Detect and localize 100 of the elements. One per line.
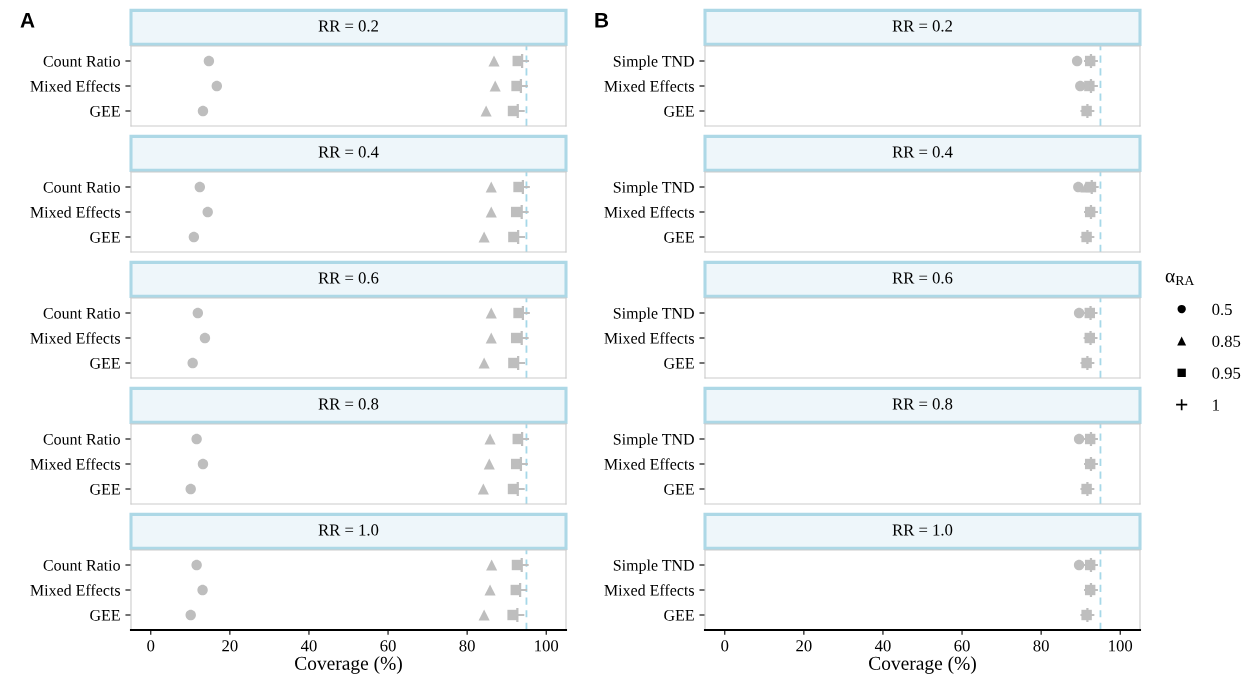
y-tick-label: Simple TND (613, 55, 694, 70)
y-tick-label: Mixed Effects (604, 80, 694, 92)
text: 0.95 (1212, 367, 1241, 379)
point (185, 609, 196, 621)
legend-title: α$_{RA}$ (1165, 273, 1195, 285)
point (1082, 556, 1100, 574)
y-tick-label: GEE (664, 609, 694, 621)
x-tick-label: 20 (222, 640, 238, 652)
x-tick-label: 100 (1109, 640, 1133, 652)
point (489, 80, 501, 92)
chart-title: RR = 0.6 (318, 272, 379, 284)
point (1073, 559, 1085, 571)
point (1079, 606, 1096, 624)
chart-title: RR = 1.0 (318, 524, 379, 536)
point (192, 307, 204, 319)
point (211, 80, 223, 92)
x-tick-label: 80 (459, 640, 475, 652)
x-axis-title: Coverage (%) (295, 656, 402, 674)
y-tick-label: Count Ratio (43, 307, 120, 319)
point (191, 433, 202, 445)
x-tick-label: 20 (796, 640, 812, 652)
point (1073, 433, 1085, 445)
y-tick-label: GEE (90, 609, 120, 621)
point (1073, 181, 1084, 193)
chart-title: RR = 0.6 (892, 272, 953, 284)
point (197, 584, 208, 596)
chart-title: RR = 0.2 (318, 20, 378, 32)
point (480, 105, 492, 117)
point (1082, 430, 1100, 448)
y-tick-label: Count Ratio (43, 559, 120, 571)
y-tick-label: GEE (664, 231, 694, 243)
x-tick-label: 40 (874, 640, 891, 652)
point (485, 332, 497, 344)
y-tick-label: Mixed Effects (604, 458, 694, 470)
point (1082, 329, 1099, 347)
point (197, 105, 209, 117)
point (1082, 304, 1099, 322)
point (486, 559, 498, 571)
y-tick-label: Simple TND (613, 307, 694, 322)
text: 0.85 (1212, 335, 1241, 347)
y-tick-label: GEE (90, 231, 120, 243)
chart-title: RR = 0.4 (318, 146, 379, 158)
y-tick-label: Count Ratio (43, 433, 120, 445)
x-tick-label: 100 (535, 640, 559, 652)
point (484, 584, 496, 596)
point (187, 357, 198, 369)
text: A (20, 13, 35, 28)
point (1073, 307, 1085, 319)
text: B (595, 13, 609, 28)
y-tick-label: GEE (90, 105, 120, 117)
y-tick-label: GEE (664, 105, 694, 117)
text: 1 (1213, 399, 1219, 411)
y-tick-label: Mixed Effects (30, 80, 120, 92)
x-tick-label: 40 (300, 640, 317, 652)
point (1082, 455, 1100, 473)
point (1079, 228, 1096, 246)
y-tick-label: Mixed Effects (30, 584, 120, 596)
y-tick-label: Simple TND (613, 433, 694, 448)
y-tick-label: Mixed Effects (604, 332, 694, 344)
point (488, 55, 500, 67)
y-tick-label: GEE (90, 483, 120, 495)
chart-title: RR = 0.2 (892, 20, 952, 32)
x-tick-label: 0 (721, 640, 729, 652)
point (1082, 581, 1100, 599)
point (477, 483, 489, 495)
x-tick-label: 80 (1033, 640, 1049, 652)
x-tick-label: 60 (380, 640, 396, 652)
y-tick-label: Mixed Effects (30, 458, 120, 470)
point (485, 206, 497, 218)
y-tick-label: GEE (664, 357, 694, 369)
point (185, 483, 196, 495)
point (191, 559, 202, 571)
point (1079, 354, 1096, 372)
y-tick-label: GEE (90, 357, 120, 369)
y-tick-label: Mixed Effects (30, 206, 120, 218)
point (478, 231, 490, 243)
point (483, 458, 495, 470)
y-tick-label: Mixed Effects (604, 584, 694, 596)
y-tick-label: Count Ratio (43, 55, 120, 67)
point (203, 55, 215, 67)
chart-title: RR = 0.8 (318, 398, 379, 410)
point (188, 231, 200, 243)
y-tick-label: Count Ratio (43, 181, 120, 193)
point (1082, 203, 1100, 221)
chart-title: RR = 0.4 (892, 146, 953, 158)
point (202, 206, 213, 218)
point (1079, 102, 1096, 120)
x-tick-label: 60 (954, 640, 970, 652)
y-tick-label: GEE (664, 483, 694, 495)
y-tick-label: Simple TND (613, 181, 694, 196)
chart-title: RR = 0.8 (892, 398, 953, 410)
point (478, 609, 490, 621)
x-tick-label: 0 (147, 640, 155, 652)
chart-title: RR = 1.0 (892, 524, 953, 536)
point (484, 433, 496, 445)
y-tick-label: Mixed Effects (30, 332, 120, 344)
point (1082, 52, 1100, 70)
point (199, 332, 211, 344)
point (1079, 480, 1096, 498)
point (194, 181, 206, 193)
